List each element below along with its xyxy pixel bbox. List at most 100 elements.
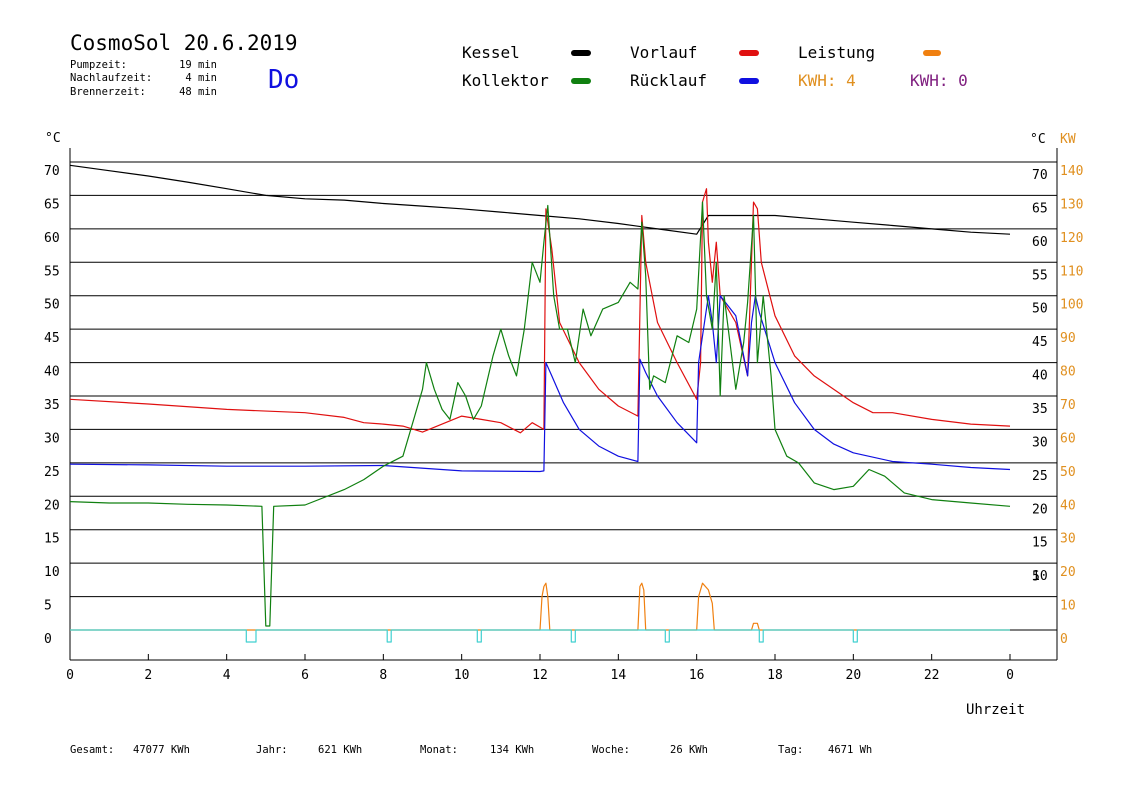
- footer-label: Gesamt:: [70, 744, 114, 756]
- y-tick-label-power: 120: [1060, 231, 1083, 246]
- y-tick-label-power: 110: [1060, 264, 1083, 279]
- y-tick-label-right: 10: [1032, 569, 1048, 584]
- footer-value: 26 KWh: [670, 744, 708, 756]
- y-tick-label-power: 90: [1060, 331, 1076, 346]
- kwh-label-2: KWH: 0: [910, 71, 968, 90]
- y-tick-label-left: 20: [44, 498, 60, 513]
- x-tick-label: 2: [144, 668, 152, 683]
- stat-label: Brennerzeit:: [70, 86, 146, 98]
- y-tick-label-left: 70: [44, 164, 60, 179]
- y-tick-label-power: 130: [1060, 197, 1083, 212]
- stat-value: 48 min: [179, 86, 217, 98]
- x-axis: 0 2 4 6 8 10 12 14 16 18 20 22 0: [66, 654, 1014, 683]
- y-tick-label-left: 30: [44, 431, 60, 446]
- stat-value: 4 min: [185, 72, 217, 84]
- y-tick-label-power: 40: [1060, 498, 1076, 513]
- y-tick-label-left: 25: [44, 465, 60, 480]
- y-tick-label-left: 15: [44, 532, 60, 547]
- y-tick-label-right: 20: [1032, 502, 1048, 517]
- series-line-leistung: [70, 582, 1010, 631]
- x-tick-label: 12: [532, 668, 548, 683]
- grid: [69, 148, 1058, 661]
- y-tick-label-power: 100: [1060, 298, 1083, 313]
- y-tick-label-power: 50: [1060, 465, 1076, 480]
- legend: Kessel Vorlauf Leistung Kollektor Rückla…: [462, 43, 968, 90]
- footer-value: 4671 Wh: [828, 744, 872, 756]
- y-axis-unit-right: °C: [1030, 132, 1046, 147]
- footer-value: 47077 KWh: [133, 744, 190, 756]
- footer-stats: Gesamt: 47077 KWh Jahr: 621 KWh Monat: 1…: [70, 744, 872, 756]
- series-line-pumpe: [70, 629, 1010, 643]
- series-line-kollektor: [69, 201, 1011, 627]
- y-tick-label-power: 10: [1060, 599, 1076, 614]
- x-tick-label: 6: [301, 668, 309, 683]
- legend-label-vorlauf: Vorlauf: [630, 43, 697, 62]
- legend-label-ruecklauf: Rücklauf: [630, 71, 707, 90]
- legend-label-kessel: Kessel: [462, 43, 520, 62]
- y-tick-label-right: 70: [1032, 168, 1048, 183]
- footer-value: 621 KWh: [318, 744, 362, 756]
- y-axis-unit-left: °C: [45, 131, 61, 146]
- x-tick-label: 14: [611, 668, 627, 683]
- y-tick-label-power: 140: [1060, 164, 1083, 179]
- footer-label: Woche:: [592, 744, 630, 756]
- y-tick-label-power: 0: [1060, 632, 1068, 647]
- legend-label-kollektor: Kollektor: [462, 71, 549, 90]
- y-tick-label-right: 55: [1032, 268, 1048, 283]
- y-tick-label-left: 45: [44, 331, 60, 346]
- x-tick-label: 16: [689, 668, 705, 683]
- x-tick-label: 10: [454, 668, 470, 683]
- x-tick-label: 22: [924, 668, 940, 683]
- y-tick-label-left: 0: [44, 632, 52, 647]
- day-label: Do: [268, 65, 299, 95]
- x-tick-label: 8: [379, 668, 387, 683]
- y-axis: 0510152025303540455055606570510152025303…: [44, 164, 1083, 647]
- series-group: [69, 164, 1011, 643]
- stat-label: Pumpzeit:: [70, 59, 127, 71]
- y-tick-label-right: 25: [1032, 469, 1048, 484]
- y-tick-label-power: 70: [1060, 398, 1076, 413]
- series-line-rücklauf: [69, 295, 1011, 473]
- y-tick-label-right: 5: [1032, 570, 1040, 585]
- y-tick-label-right: 60: [1032, 235, 1048, 250]
- y-tick-label-right: 50: [1032, 302, 1048, 317]
- footer-value: 134 KWh: [490, 744, 534, 756]
- x-tick-label: 0: [66, 668, 74, 683]
- y-tick-label-right: 35: [1032, 402, 1048, 417]
- y-tick-label-right: 15: [1032, 536, 1048, 551]
- kwh-label-1: KWH: 4: [798, 71, 856, 90]
- y-tick-label-left: 55: [44, 264, 60, 279]
- x-tick-label: 4: [223, 668, 231, 683]
- series-line-vorlauf: [69, 188, 1011, 434]
- x-tick-label: 0: [1006, 668, 1014, 683]
- x-axis-label: Uhrzeit: [966, 702, 1025, 718]
- y-tick-label-left: 60: [44, 231, 60, 246]
- chart-title: CosmoSol 20.6.2019: [70, 31, 298, 55]
- y-tick-label-right: 40: [1032, 369, 1048, 384]
- y-tick-label-left: 65: [44, 197, 60, 212]
- footer-label: Tag:: [778, 744, 803, 756]
- stat-value: 19 min: [179, 59, 217, 71]
- y-axis-unit-power: KW: [1060, 132, 1076, 147]
- y-tick-label-power: 20: [1060, 565, 1076, 580]
- x-tick-label: 20: [846, 668, 862, 683]
- legend-label-leistung: Leistung: [798, 43, 875, 62]
- y-tick-label-left: 50: [44, 298, 60, 313]
- y-tick-label-right: 30: [1032, 435, 1048, 450]
- y-tick-label-power: 80: [1060, 365, 1076, 380]
- y-tick-label-left: 10: [44, 565, 60, 580]
- y-tick-label-left: 35: [44, 398, 60, 413]
- footer-label: Jahr:: [256, 744, 288, 756]
- series-line-kessel: [69, 164, 1011, 235]
- footer-label: Monat:: [420, 744, 458, 756]
- y-tick-label-power: 30: [1060, 532, 1076, 547]
- x-tick-label: 18: [767, 668, 783, 683]
- y-tick-label-power: 60: [1060, 431, 1076, 446]
- y-tick-label-right: 45: [1032, 335, 1048, 350]
- y-tick-label-right: 65: [1032, 201, 1048, 216]
- y-tick-label-left: 40: [44, 365, 60, 380]
- stats-block: Pumpzeit: 19 min Nachlaufzeit: 4 min Bre…: [70, 59, 217, 98]
- stat-label: Nachlaufzeit:: [70, 72, 152, 84]
- y-tick-label-left: 5: [44, 599, 52, 614]
